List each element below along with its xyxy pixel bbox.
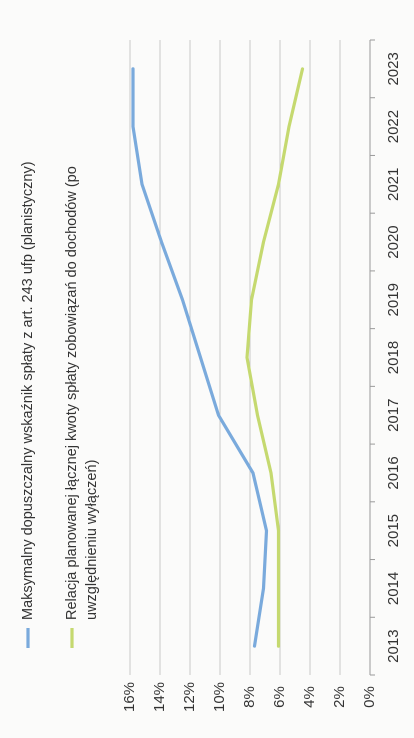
series-layer [131, 67, 305, 648]
x-tick-label: 2023 [385, 52, 402, 85]
legend-label: uwzględnieniu wyłączeń) [84, 460, 100, 620]
x-tick-label: 2020 [385, 225, 402, 258]
y-tick-label: 10% [211, 682, 228, 712]
x-tick-label: 2016 [385, 456, 402, 489]
y-tick-label: 4% [301, 686, 318, 708]
series-line-2 [245, 67, 305, 648]
legend: Maksymalny dopuszczalny wskaźnik spłaty … [20, 161, 100, 648]
y-tick-label: 8% [241, 686, 258, 708]
x-tick-label: 2017 [385, 399, 402, 432]
series-line-1 [131, 67, 269, 648]
y-tick-label: 16% [121, 682, 138, 712]
legend-label: Relacja planowanej łącznej kwoty spłaty … [64, 166, 80, 620]
y-tick-label: 6% [271, 686, 288, 708]
x-tick-label: 2018 [385, 341, 402, 374]
y-tick-label: 2% [331, 686, 348, 708]
grid-layer [129, 40, 371, 675]
legend-label: Maksymalny dopuszczalny wskaźnik spłaty … [20, 161, 36, 620]
axis-layer: 0% 2% 4% 6% 8% 10% 12% 14% 16% 2013 2014 2015 2016 20… [121, 39, 402, 712]
y-tick-label: 0% [361, 686, 378, 708]
x-tick-label: 2021 [385, 168, 402, 201]
x-tick-label: 2014 [385, 572, 402, 605]
x-tick-label: 2013 [385, 629, 402, 662]
x-tick-label: 2019 [385, 283, 402, 316]
y-tick-label: 12% [181, 682, 198, 712]
x-tick-label: 2022 [385, 110, 402, 143]
y-tick-label: 14% [151, 682, 168, 712]
x-tick-label: 2015 [385, 514, 402, 547]
